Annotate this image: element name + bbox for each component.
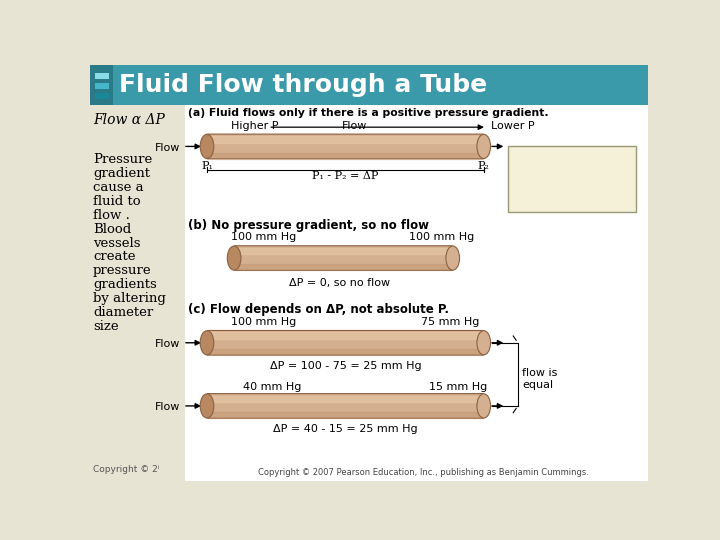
Text: (a) Fluid flows only if there is a positive pressure gradient.: (a) Fluid flows only if there is a posit…	[189, 108, 549, 118]
Ellipse shape	[228, 246, 241, 270]
Ellipse shape	[200, 394, 214, 418]
Text: Higher P: Higher P	[231, 121, 279, 131]
Ellipse shape	[200, 330, 214, 355]
Ellipse shape	[446, 246, 459, 270]
Ellipse shape	[477, 134, 490, 159]
Text: Flow: Flow	[156, 402, 181, 412]
Text: vessels: vessels	[93, 237, 140, 249]
Text: Copyright © 2ⁱ: Copyright © 2ⁱ	[93, 465, 159, 475]
Text: Flow: Flow	[343, 121, 368, 131]
Bar	[184, 105, 648, 481]
Text: P₁ - P₂ = ΔP: P₁ - P₂ = ΔP	[312, 171, 379, 181]
Text: ΔP = 0, so no flow: ΔP = 0, so no flow	[289, 278, 390, 288]
Text: Pressure: Pressure	[93, 153, 153, 166]
Bar	[94, 72, 109, 79]
Text: diameter: diameter	[93, 306, 153, 319]
Text: gradient: gradient	[93, 167, 150, 180]
FancyBboxPatch shape	[508, 146, 636, 212]
Ellipse shape	[200, 134, 214, 159]
Text: 100 mm Hg: 100 mm Hg	[231, 316, 297, 327]
Text: Flow α ΔP: Flow α ΔP	[93, 112, 165, 126]
Text: by altering: by altering	[93, 292, 166, 305]
Bar	[94, 92, 109, 99]
Text: P = Pressure: P = Pressure	[524, 168, 595, 178]
Text: (c) Flow depends on ΔP, not absolute P.: (c) Flow depends on ΔP, not absolute P.	[189, 303, 449, 316]
Text: 15 mm Hg: 15 mm Hg	[428, 382, 487, 392]
Text: Fluid Flow through a Tube: Fluid Flow through a Tube	[120, 73, 487, 97]
FancyBboxPatch shape	[207, 394, 483, 418]
FancyBboxPatch shape	[207, 330, 483, 355]
Text: (b) No pressure gradient, so no flow: (b) No pressure gradient, so no flow	[189, 219, 429, 232]
Bar	[90, 65, 113, 105]
Text: 75 mm Hg: 75 mm Hg	[421, 316, 480, 327]
Text: 100 mm Hg: 100 mm Hg	[231, 232, 297, 242]
Bar	[94, 83, 109, 90]
Text: P₂: P₂	[478, 161, 490, 171]
Text: flow is
equal: flow is equal	[523, 368, 558, 390]
Text: size: size	[93, 320, 119, 333]
Text: KEY: KEY	[516, 153, 544, 166]
Text: Blood: Blood	[93, 222, 131, 235]
Bar	[90, 65, 648, 105]
Text: 100 mm Hg: 100 mm Hg	[409, 232, 474, 242]
Text: pressure: pressure	[93, 264, 152, 277]
Text: Flow: Flow	[156, 339, 181, 349]
FancyBboxPatch shape	[235, 246, 452, 271]
Text: gradients: gradients	[93, 278, 157, 291]
Text: fluid to: fluid to	[93, 195, 140, 208]
Text: Lower P: Lower P	[490, 121, 534, 131]
Text: Copyright © 2007 Pearson Education, Inc., publishing as Benjamin Cummings.: Copyright © 2007 Pearson Education, Inc.…	[258, 468, 589, 477]
Text: gradient: gradient	[535, 194, 582, 204]
Text: Flow: Flow	[156, 143, 181, 153]
Text: ΔP = Pressure: ΔP = Pressure	[524, 182, 603, 192]
Text: ΔP = 100 - 75 = 25 mm Hg: ΔP = 100 - 75 = 25 mm Hg	[269, 361, 421, 372]
Text: flow .: flow .	[93, 209, 130, 222]
Text: cause a: cause a	[93, 181, 144, 194]
Text: ΔP = 40 - 15 = 25 mm Hg: ΔP = 40 - 15 = 25 mm Hg	[273, 424, 418, 434]
Text: create: create	[93, 251, 135, 264]
Ellipse shape	[477, 394, 490, 418]
Ellipse shape	[477, 330, 490, 355]
Text: P₁: P₁	[201, 161, 213, 171]
FancyBboxPatch shape	[207, 134, 483, 159]
Text: 40 mm Hg: 40 mm Hg	[243, 382, 301, 392]
